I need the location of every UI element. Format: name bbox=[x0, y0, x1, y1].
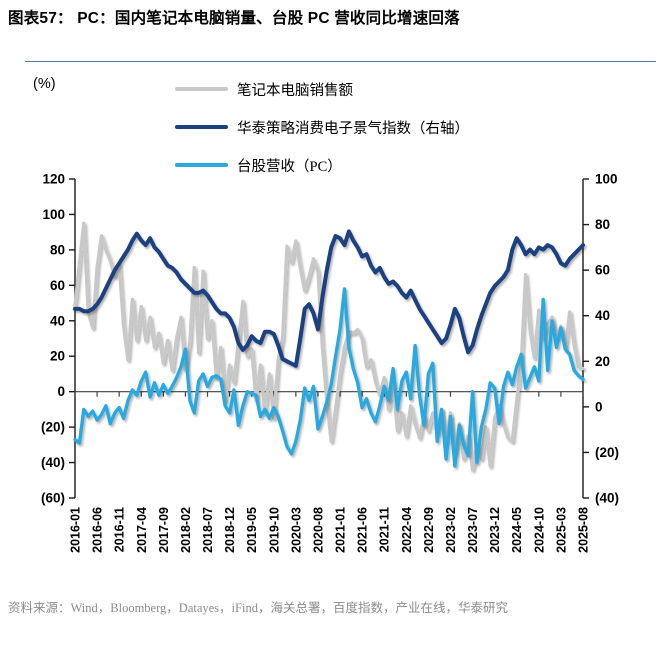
x-axis-tick-label: 2022-04 bbox=[400, 507, 414, 553]
x-axis-tick-label: 2022-09 bbox=[422, 507, 436, 553]
x-axis-tick-label: 2017-04 bbox=[135, 507, 149, 553]
legend-label: 笔记本电脑销售额 bbox=[237, 82, 353, 99]
left-axis-tick-label: 40 bbox=[50, 313, 65, 328]
x-axis-tick-label: 2025-03 bbox=[554, 507, 568, 553]
left-axis-tick-label: 80 bbox=[50, 242, 65, 257]
legend-item-laptop-sales: 笔记本电脑销售额 bbox=[175, 70, 469, 108]
right-axis-tick-label: 40 bbox=[595, 308, 610, 323]
left-axis-tick-label: 0 bbox=[57, 384, 65, 399]
legend-line-swatch-navy bbox=[175, 124, 228, 130]
legend-line-swatch-lightblue bbox=[175, 163, 228, 167]
axis-labels: 120 100 80 60 40 20 0 (20) (40) (60) 100 80 60 40 20 0 (… bbox=[41, 172, 619, 553]
series-taiwan-pc-revenue-line bbox=[73, 287, 585, 468]
legend-label: 华泰策略消费电子景气指数（右轴） bbox=[237, 120, 469, 137]
right-axis-tick-label: 80 bbox=[595, 217, 610, 232]
right-axis-tick-label: 0 bbox=[595, 399, 603, 414]
right-axis-tick-label: 60 bbox=[595, 263, 610, 278]
right-axis-tick-label: 100 bbox=[595, 172, 618, 187]
x-axis-tick-label: 2024-05 bbox=[510, 507, 524, 553]
x-axis-tick-label: 2025-08 bbox=[577, 507, 591, 553]
left-axis-tick-label: 120 bbox=[42, 172, 65, 187]
x-axis-tick-label: 2023-02 bbox=[444, 507, 458, 553]
left-axis-tick-label: (40) bbox=[41, 455, 65, 470]
left-axis-tick-label: (20) bbox=[41, 420, 65, 435]
figure-title: 图表57： PC：国内笔记本电脑销量、台股 PC 营收同比增速回落 bbox=[8, 10, 460, 27]
legend-label: 台股营收（PC） bbox=[237, 158, 342, 175]
x-axis-tick-label: 2019-10 bbox=[267, 507, 281, 553]
right-axis-tick-label: (20) bbox=[595, 445, 619, 460]
x-axis-tick-label: 2021-01 bbox=[334, 507, 348, 553]
x-axis-tick-label: 2018-12 bbox=[223, 507, 237, 553]
x-axis-tick-label: 2017-09 bbox=[157, 507, 171, 553]
x-axis-tick-label: 2023-12 bbox=[488, 507, 502, 553]
x-axis-tick-label: 2018-07 bbox=[201, 507, 215, 553]
left-axis-tick-label: 20 bbox=[50, 349, 65, 364]
data-series bbox=[73, 221, 585, 472]
series-consumer-electronics-index-line bbox=[73, 229, 585, 368]
left-axis-tick-label: 100 bbox=[42, 207, 65, 222]
chart-legend: 笔记本电脑销售额 华泰策略消费电子景气指数（右轴） 台股营收（PC） bbox=[175, 70, 469, 184]
right-axis-tick-label: 20 bbox=[595, 354, 610, 369]
x-axis-tick-label: 2023-07 bbox=[466, 507, 480, 553]
y-axis-unit-label: (%) bbox=[33, 76, 56, 92]
legend-line-swatch-gray bbox=[175, 87, 228, 91]
x-axis-tick-label: 2024-10 bbox=[532, 507, 546, 553]
x-axis-tick-label: 2016-06 bbox=[91, 507, 105, 553]
x-axis-tick-label: 2021-11 bbox=[378, 507, 392, 552]
left-axis-tick-label: (60) bbox=[41, 491, 65, 506]
x-axis-tick-label: 2021-06 bbox=[356, 507, 370, 553]
x-axis-tick-label: 2019-05 bbox=[245, 507, 259, 553]
source-note: 资料来源：Wind，Bloomberg，Datayes，iFind，海关总署，百… bbox=[8, 601, 508, 615]
x-axis-tick-label: 2020-03 bbox=[289, 507, 303, 553]
x-axis-tick-label: 2016-11 bbox=[113, 507, 127, 552]
x-axis-tick-label: 2016-01 bbox=[69, 507, 83, 553]
top-divider bbox=[25, 61, 656, 62]
x-axis-tick-label: 2020-08 bbox=[311, 507, 325, 553]
legend-item-taiwan-pc-revenue: 台股营收（PC） bbox=[175, 146, 469, 184]
legend-item-consumer-electronics-index: 华泰策略消费电子景气指数（右轴） bbox=[175, 108, 469, 146]
x-axis-tick-label: 2018-02 bbox=[179, 507, 193, 553]
right-axis-tick-label: (40) bbox=[595, 491, 619, 506]
left-axis-tick-label: 60 bbox=[50, 278, 65, 293]
